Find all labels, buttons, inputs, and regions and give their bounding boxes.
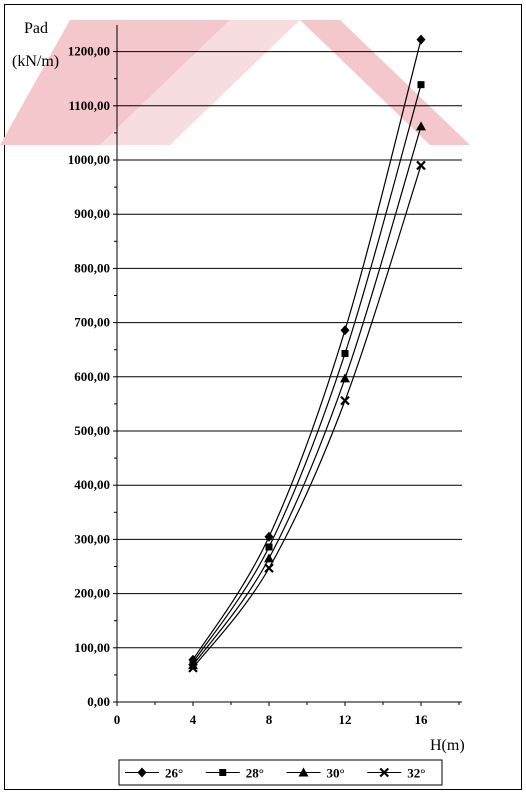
data-point-cross (188, 663, 198, 673)
x-tick-label: 0 (114, 712, 121, 727)
x-tick-label: 12 (339, 712, 352, 727)
data-point-triangle (340, 373, 350, 383)
data-point-cross (340, 395, 350, 406)
x-axis-ticks: 0 4 8 12 16 (114, 702, 460, 727)
legend-marker-square (219, 769, 227, 776)
y-tick-label: 500,00 (74, 423, 110, 438)
data-point-square (341, 349, 349, 357)
data-point-cross (416, 160, 426, 171)
grid-lines (117, 51, 462, 649)
data-point-cross (264, 563, 274, 573)
series-line-1 (192, 39, 422, 661)
y-axis-title-line2: (kN/m) (12, 53, 59, 70)
y-tick-label: 1100,00 (68, 98, 110, 113)
y-tick-label: 1000,00 (68, 152, 110, 167)
data-point-triangle (264, 553, 274, 563)
series-line-2 (192, 84, 422, 663)
legend: 26° 28° 30° 32° (118, 759, 443, 786)
y-tick-label: 400,00 (74, 477, 110, 492)
series-line-3 (192, 126, 422, 666)
y-tick-label: 0,00 (87, 694, 110, 709)
data-point-triangle (416, 121, 426, 131)
data-point-diamond (264, 531, 274, 542)
data-point-diamond (340, 325, 350, 336)
legend-label: 30° (327, 766, 345, 781)
data-point-diamond (416, 34, 426, 45)
legend-label: 28° (246, 766, 264, 781)
y-tick-label: 300,00 (74, 531, 110, 546)
series-lines (192, 39, 422, 669)
legend-label: 32° (407, 766, 425, 781)
y-tick-label: 700,00 (74, 315, 110, 330)
data-point-square (265, 543, 273, 551)
legend-label: 26° (165, 766, 183, 781)
series-markers (188, 34, 426, 673)
y-tick-label: 1200,00 (68, 44, 110, 59)
y-axis-title-line1: Pad (24, 20, 48, 37)
x-tick-label: 4 (190, 712, 197, 727)
legend-marker-cross (379, 767, 390, 778)
y-tick-label: 900,00 (74, 206, 110, 221)
y-tick-label: 100,00 (74, 640, 110, 655)
y-axis-ticks: 0,00 100,00 200,00 300,00 400,00 500,00 600,00… (68, 44, 117, 709)
legend-marker-triangle (298, 767, 309, 777)
y-tick-label: 800,00 (74, 260, 110, 275)
y-tick-label: 600,00 (74, 369, 110, 384)
data-point-square (417, 81, 425, 89)
x-axis-title: H(m) (430, 737, 465, 754)
x-tick-label: 16 (415, 712, 429, 727)
legend-marker-diamond (137, 767, 147, 778)
series-line-4 (192, 165, 422, 669)
y-tick-label: 200,00 (74, 586, 110, 601)
x-tick-label: 8 (266, 712, 273, 727)
